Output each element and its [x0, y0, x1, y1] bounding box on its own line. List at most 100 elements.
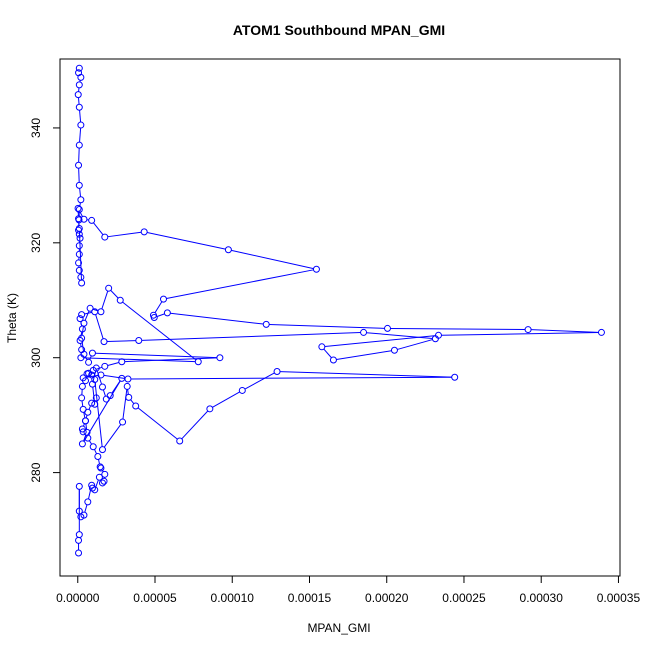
data-point: [262, 320, 270, 328]
series-line-segment: [79, 128, 82, 143]
data-point: [118, 358, 126, 366]
series-line-segment: [531, 329, 599, 333]
data-point: [75, 181, 83, 189]
data-point: [77, 196, 85, 204]
plot-area: [74, 64, 605, 557]
data-point: [318, 343, 326, 351]
data-point: [78, 440, 86, 448]
series-line-segment: [124, 357, 217, 363]
data-point: [88, 349, 96, 357]
series-line-segment: [212, 391, 240, 408]
data-point: [80, 319, 88, 327]
x-tick-label: 0.00030: [520, 591, 564, 605]
data-point: [96, 463, 104, 471]
data-point: [85, 358, 93, 366]
data-point: [78, 311, 86, 319]
data-point: [135, 336, 143, 344]
data-point: [97, 371, 105, 379]
series-line-segment: [111, 380, 121, 394]
data-point: [101, 233, 109, 241]
series-line-segment: [83, 412, 86, 419]
data-point: [79, 428, 87, 436]
data-point: [451, 373, 459, 381]
data-point: [75, 161, 83, 169]
data-point: [81, 377, 89, 385]
data-point: [224, 246, 232, 254]
data-point: [75, 141, 83, 149]
data-point: [88, 380, 96, 388]
series-line-segment: [89, 355, 92, 360]
data-point: [98, 479, 106, 487]
data-point: [75, 215, 83, 223]
series-line-segment: [170, 312, 264, 325]
data-point: [75, 206, 83, 214]
series-line-segment: [107, 340, 136, 343]
series-line-segment: [95, 314, 104, 339]
data-point: [81, 417, 89, 425]
data-point: [312, 265, 320, 273]
series-line-segment: [130, 399, 135, 404]
data-point: [194, 358, 202, 366]
series-line-segment: [84, 504, 88, 513]
data-point: [273, 367, 281, 375]
data-point: [163, 309, 171, 317]
data-point: [78, 334, 86, 342]
series-line-segment: [130, 376, 452, 380]
x-axis: 0.00000 0.00005 0.00010 0.00015 0.00020 0.000…: [56, 575, 640, 605]
data-point: [97, 464, 105, 472]
data-point: [78, 382, 86, 390]
data-point: [80, 215, 88, 223]
series-line-segment: [79, 188, 82, 197]
x-tick-label: 0.00005: [133, 591, 177, 605]
series-line-segment: [336, 350, 392, 361]
y-tick-label: 340: [29, 118, 43, 138]
series-line-segment: [78, 168, 80, 183]
data-point: [206, 405, 214, 413]
data-point: [384, 324, 392, 332]
series-line-segment: [107, 231, 142, 238]
series-line-segment: [231, 249, 314, 270]
series-line-segment: [87, 488, 92, 500]
series-line-segment: [154, 301, 163, 313]
data-point: [89, 443, 97, 451]
x-tick-label: 0.00015: [288, 591, 332, 605]
series-line-segment: [103, 424, 122, 448]
data-point: [86, 304, 94, 312]
data-point: [74, 204, 82, 212]
data-point: [216, 354, 224, 362]
data-point: [92, 364, 100, 372]
data-point: [431, 335, 439, 343]
data-point: [84, 408, 92, 416]
data-point: [106, 392, 114, 400]
data-point: [390, 346, 398, 354]
data-point: [160, 295, 168, 303]
data-point: [123, 382, 131, 390]
series-line-segment: [93, 222, 104, 236]
series-line-segment: [85, 423, 88, 430]
data-point: [75, 536, 83, 544]
data-point: [100, 338, 108, 346]
series-line-segment: [181, 410, 209, 440]
data-point: [94, 453, 102, 461]
series-line-segment: [81, 326, 84, 336]
data-point: [78, 394, 86, 402]
data-point: [76, 234, 84, 242]
series-line-segment: [98, 459, 100, 465]
series-line-segment: [107, 362, 120, 367]
data-point: [75, 242, 83, 250]
data-point: [75, 259, 83, 267]
data-point: [77, 121, 85, 129]
series-line-segment: [127, 389, 129, 395]
series-line-segment: [269, 323, 385, 329]
data-point: [238, 386, 246, 394]
data-point: [98, 383, 106, 391]
series-line-segment: [122, 301, 197, 361]
series-line-segment: [81, 400, 84, 407]
series-line-segment: [137, 407, 178, 440]
data-point: [88, 216, 96, 224]
series-line-segment: [84, 310, 90, 321]
series-line-segment: [78, 231, 82, 281]
data-point: [75, 81, 83, 89]
data-point: [76, 315, 84, 323]
series-line-segment: [83, 357, 196, 363]
